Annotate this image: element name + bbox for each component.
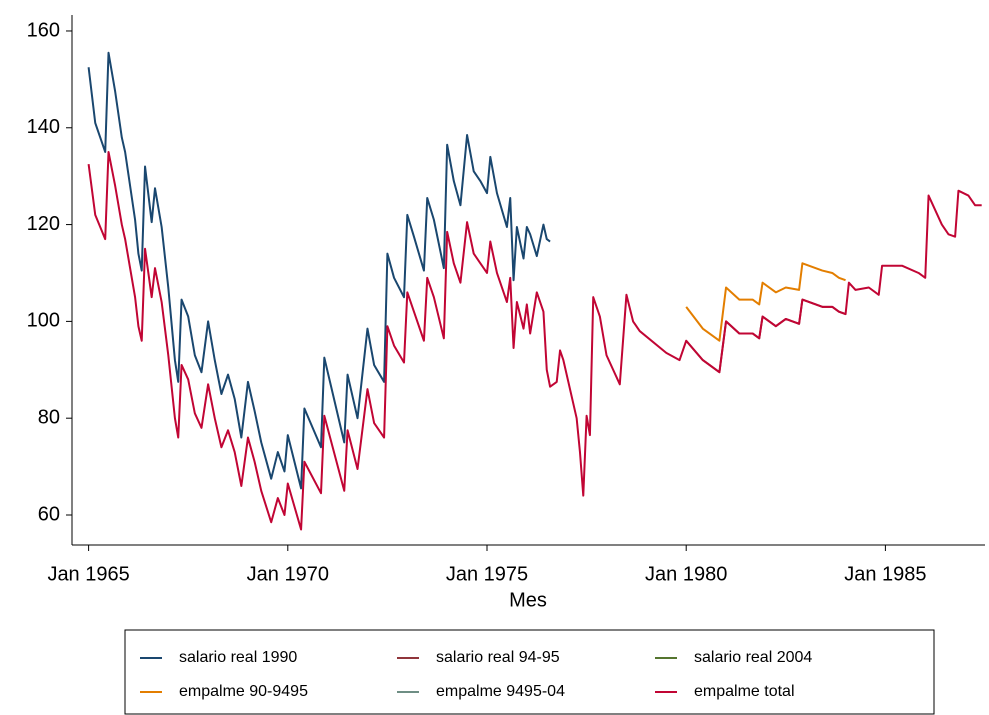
legend-label: empalme 9495-04 bbox=[436, 683, 565, 700]
legend bbox=[124, 629, 935, 715]
y-tick-label: 160 bbox=[27, 19, 60, 41]
legend-label: salario real 2004 bbox=[694, 649, 812, 666]
x-axis-title: Mes bbox=[509, 589, 547, 611]
y-tick-label: 80 bbox=[38, 406, 60, 428]
legend-label: empalme 90-9495 bbox=[179, 683, 308, 700]
x-tick-label: Jan 1970 bbox=[247, 563, 329, 585]
y-tick-label: 60 bbox=[38, 503, 60, 525]
series-line bbox=[87, 150, 982, 531]
x-tick-label: Jan 1975 bbox=[446, 563, 528, 585]
x-tick-label: Jan 1980 bbox=[645, 563, 727, 585]
legend-label: empalme total bbox=[694, 683, 795, 700]
y-tick-label: 120 bbox=[27, 213, 60, 235]
y-tick-label: 140 bbox=[27, 116, 60, 138]
series-line bbox=[87, 51, 551, 490]
legend-label: salario real 94-95 bbox=[436, 649, 560, 666]
legend-label: salario real 1990 bbox=[179, 649, 297, 666]
y-tick-label: 100 bbox=[27, 310, 60, 332]
series-line bbox=[685, 262, 846, 342]
x-tick-label: Jan 1985 bbox=[844, 563, 926, 585]
x-tick-label: Jan 1965 bbox=[47, 563, 129, 585]
